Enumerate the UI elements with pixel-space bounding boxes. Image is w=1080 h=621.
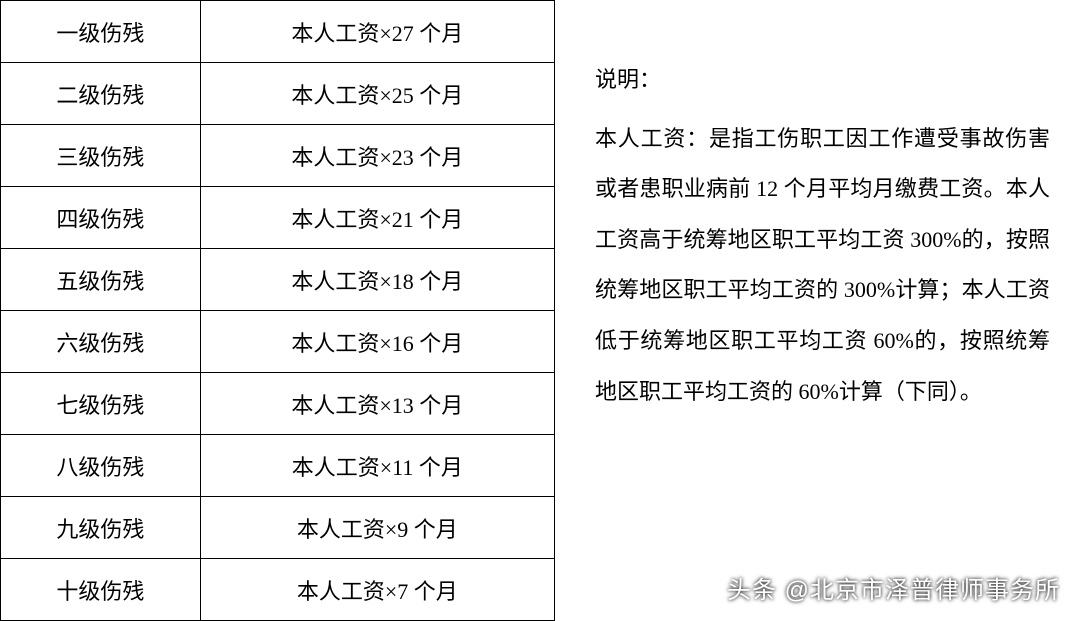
compensation-cell: 本人工资×27 个月: [200, 1, 554, 63]
level-cell: 七级伤残: [1, 373, 201, 435]
description-title: 说明：: [595, 55, 1050, 106]
table-row: 四级伤残本人工资×21 个月: [1, 187, 555, 249]
table-row: 八级伤残本人工资×11 个月: [1, 435, 555, 497]
compensation-table: 一级伤残本人工资×27 个月二级伤残本人工资×25 个月三级伤残本人工资×23 …: [0, 0, 555, 620]
compensation-cell: 本人工资×16 个月: [200, 311, 554, 373]
table-row: 十级伤残本人工资×7 个月: [1, 559, 555, 621]
table-row: 五级伤残本人工资×18 个月: [1, 249, 555, 311]
table-row: 七级伤残本人工资×13 个月: [1, 373, 555, 435]
level-cell: 六级伤残: [1, 311, 201, 373]
level-cell: 九级伤残: [1, 497, 201, 559]
compensation-cell: 本人工资×18 个月: [200, 249, 554, 311]
compensation-cell: 本人工资×11 个月: [200, 435, 554, 497]
compensation-cell: 本人工资×25 个月: [200, 63, 554, 125]
level-cell: 十级伤残: [1, 559, 201, 621]
table-row: 三级伤残本人工资×23 个月: [1, 125, 555, 187]
table-row: 二级伤残本人工资×25 个月: [1, 63, 555, 125]
level-cell: 一级伤残: [1, 1, 201, 63]
level-cell: 二级伤残: [1, 63, 201, 125]
description-body: 本人工资：是指工伤职工因工作遭受事故伤害或者患职业病前 12 个月平均月缴费工资…: [595, 114, 1050, 418]
description-panel: 说明： 本人工资：是指工伤职工因工作遭受事故伤害或者患职业病前 12 个月平均月…: [555, 0, 1080, 620]
table-row: 九级伤残本人工资×9 个月: [1, 497, 555, 559]
level-cell: 四级伤残: [1, 187, 201, 249]
compensation-cell: 本人工资×9 个月: [200, 497, 554, 559]
level-cell: 五级伤残: [1, 249, 201, 311]
disability-table: 一级伤残本人工资×27 个月二级伤残本人工资×25 个月三级伤残本人工资×23 …: [0, 0, 555, 621]
compensation-cell: 本人工资×21 个月: [200, 187, 554, 249]
compensation-cell: 本人工资×7 个月: [200, 559, 554, 621]
level-cell: 八级伤残: [1, 435, 201, 497]
table-row: 一级伤残本人工资×27 个月: [1, 1, 555, 63]
compensation-cell: 本人工资×13 个月: [200, 373, 554, 435]
level-cell: 三级伤残: [1, 125, 201, 187]
watermark-text: 头条 @北京市泽普律师事务所: [727, 570, 1060, 605]
compensation-cell: 本人工资×23 个月: [200, 125, 554, 187]
table-row: 六级伤残本人工资×16 个月: [1, 311, 555, 373]
